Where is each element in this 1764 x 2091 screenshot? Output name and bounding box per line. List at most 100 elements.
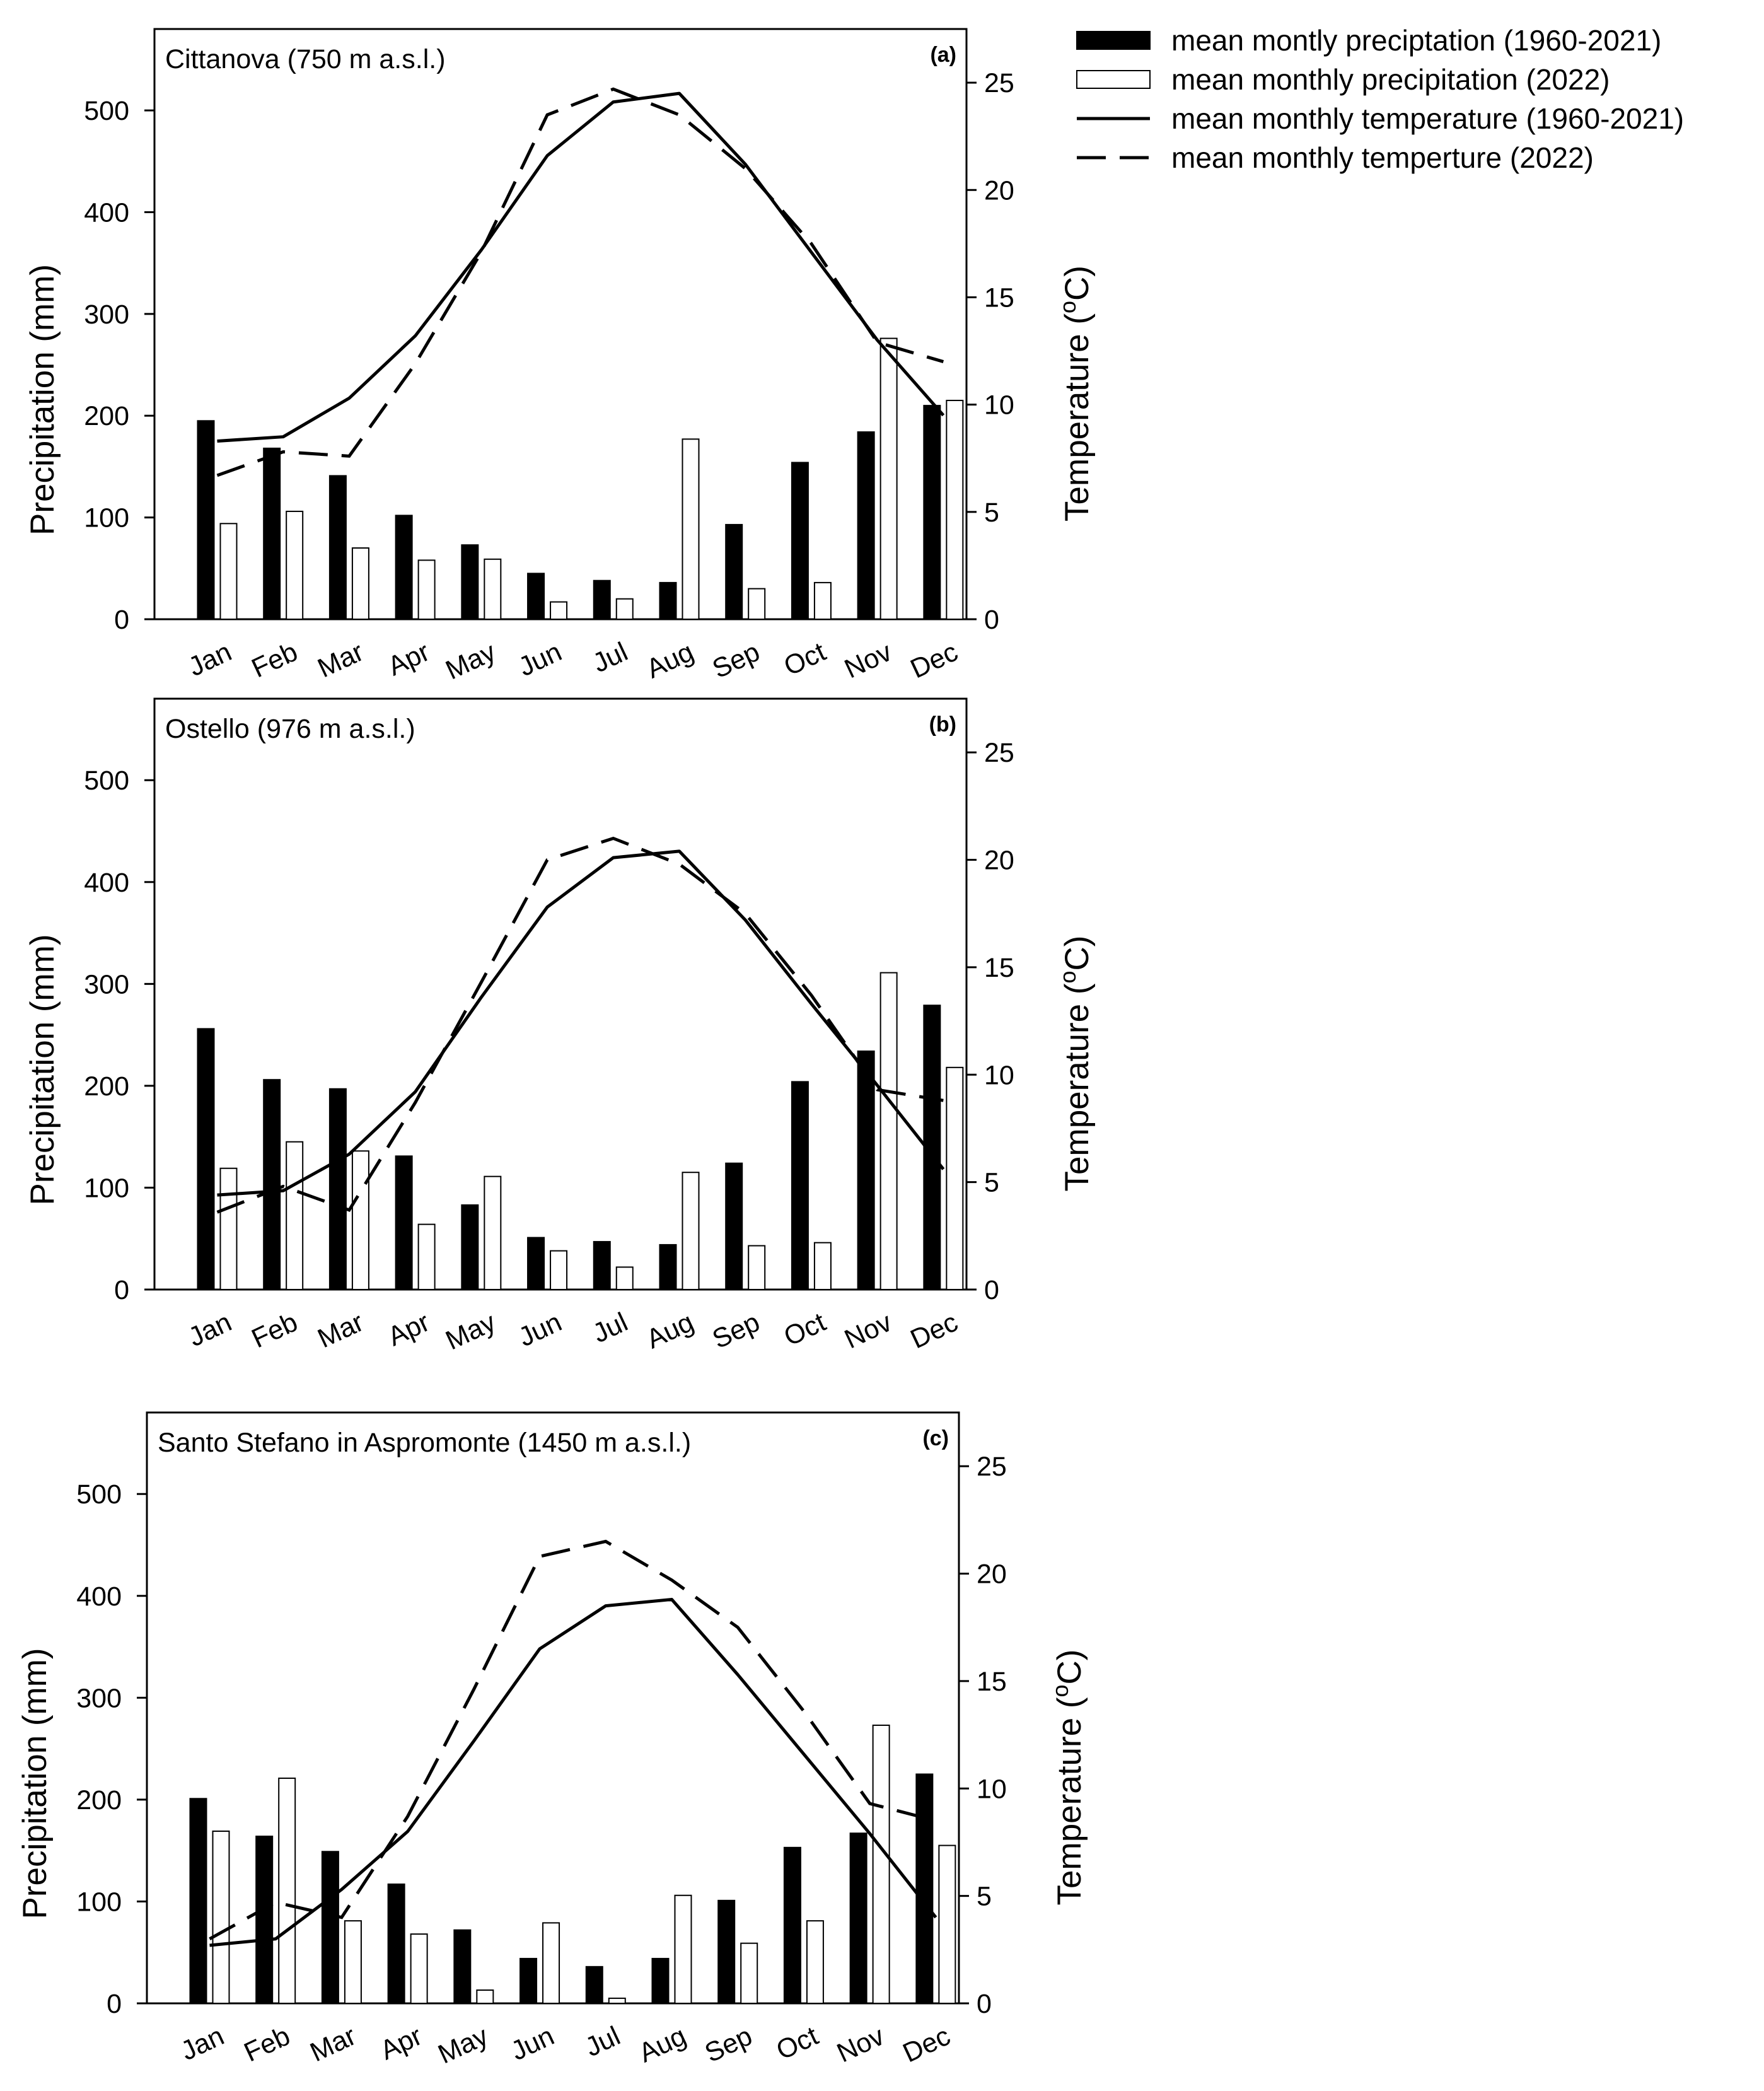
bar-precip-1960-2021-may	[461, 1204, 479, 1291]
x-tick-label: Dec	[906, 637, 963, 685]
right-axis-label-degree: o	[1055, 301, 1081, 313]
bar-precip-1960-2021-mar	[328, 1088, 347, 1291]
x-tick-label: Aug	[642, 637, 699, 685]
left-axis-label: Precipitation (mm)	[24, 935, 61, 1206]
bar-precip-2022-oct	[813, 581, 832, 620]
bar-precip-1960-2021-sep	[717, 1899, 736, 2004]
bar-precip-1960-2021-apr	[395, 1155, 413, 1290]
bar-precip-2022-jul	[608, 1997, 626, 2004]
bar-precip-1960-2021-feb	[263, 1079, 281, 1291]
line-temperature-1960-2021	[209, 1597, 937, 1947]
left-tick-label: 100	[76, 1887, 122, 1917]
right-axis-label-main: Temperature (	[1059, 313, 1096, 521]
bar-precip-2022-may	[484, 558, 502, 620]
bar-precip-2022-may	[476, 1989, 494, 2005]
bar-precip-2022-sep	[748, 588, 766, 620]
left-tick-label: 300	[84, 969, 129, 999]
bar-precip-1960-2021-jan	[189, 1798, 207, 2004]
bar-precip-1960-2021-aug	[651, 1957, 670, 2004]
right-tick-label: 25	[984, 68, 1014, 98]
bar-precip-1960-2021-mar	[321, 1851, 339, 2004]
bar-precip-2022-jan	[212, 1830, 230, 2004]
right-tick-label: 0	[984, 605, 999, 635]
x-tick-label: Oct	[779, 637, 830, 682]
left-tick-label: 0	[107, 1989, 122, 2019]
bar-precip-2022-jul	[615, 598, 634, 620]
bar-precip-2022-apr	[417, 1223, 436, 1291]
bar-precip-2022-mar	[344, 1920, 362, 2004]
x-tick-label: Jan	[184, 637, 236, 683]
right-tick-label: 15	[977, 1667, 1007, 1697]
line-temperature-1960-2021	[217, 91, 945, 443]
right-tick-label: 20	[984, 846, 1014, 876]
bar-precip-1960-2021-may	[461, 544, 479, 620]
bar-precip-1960-2021-mar	[328, 475, 347, 620]
legend: mean montly preciptation (1960-2021) mean…	[1076, 24, 1684, 174]
right-tick-label: 20	[977, 1559, 1007, 1590]
x-tick-label: Oct	[779, 1307, 830, 1353]
bar-precip-1960-2021-oct	[783, 1846, 801, 2005]
left-axis-label: Precipitation (mm)	[24, 264, 61, 535]
bar-precip-1960-2021-aug	[659, 1244, 677, 1290]
line-temperature-2022	[216, 87, 944, 477]
right-tick-label: 10	[984, 1060, 1014, 1090]
x-tick-label: Sep	[700, 2021, 757, 2069]
legend-item-3: mean monthly temperature (1960-2021)	[1077, 102, 1684, 135]
right-tick-label: 25	[984, 738, 1014, 768]
bar-precip-1960-2021-oct	[791, 1081, 809, 1290]
bar-precip-2022-oct	[806, 1920, 824, 2004]
bar-precip-1960-2021-apr	[387, 1883, 405, 2004]
legend-label: mean montly preciptation (1960-2021)	[1171, 24, 1661, 57]
left-tick-label: 400	[76, 1581, 122, 1612]
bar-precip-1960-2021-jun	[527, 573, 545, 620]
panel-1: 0 100 200 300 400 500 0 5 10 15 20 25 Jan Feb Mar Apr Ma…	[24, 28, 1096, 685]
left-tick-label: 100	[84, 1173, 129, 1203]
bar-precip-2022-jul	[615, 1266, 634, 1290]
left-tick-label: 300	[84, 300, 129, 330]
left-tick-label: 0	[114, 1275, 129, 1305]
bar-precip-2022-nov	[879, 337, 898, 620]
panel-title: Ostello (976 m a.s.l.)	[165, 714, 415, 744]
bar-precip-1960-2021-oct	[791, 462, 809, 620]
bar-precip-1960-2021-jul	[593, 580, 611, 620]
x-tick-label: Feb	[247, 1307, 302, 1354]
bar-precip-1960-2021-dec	[923, 1005, 941, 1290]
x-tick-label: Jun	[506, 2021, 559, 2067]
x-tick-label: Mar	[313, 1307, 368, 1354]
bar-precip-2022-sep	[740, 1942, 758, 2005]
legend-item-1: mean montly preciptation (1960-2021)	[1076, 24, 1661, 57]
x-tick-label: Feb	[247, 637, 302, 684]
bar-precip-2022-jan	[219, 523, 238, 620]
bar-precip-2022-jun	[542, 1922, 560, 2004]
x-tick-label: Oct	[772, 2021, 823, 2066]
bar-precip-1960-2021-nov	[849, 1832, 867, 2005]
line-temperature-2022	[216, 836, 944, 1214]
bar-precip-1960-2021-feb	[255, 1836, 274, 2004]
panel-tag: (b)	[929, 713, 956, 737]
bar-precip-1960-2021-jun	[519, 1957, 538, 2004]
bar-precip-1960-2021-jul	[585, 1966, 603, 2004]
panel-3: 0 100 200 300 400 500 0 5 10 15 20 25 Jan Feb Mar Apr Ma…	[16, 1411, 1088, 2070]
panel-tag: (c)	[922, 1426, 949, 1450]
bar-precip-2022-feb	[286, 1141, 304, 1290]
right-axis-label-main: Temperature (	[1059, 983, 1096, 1191]
panel-title: Cittanova (750 m a.s.l.)	[165, 44, 446, 74]
bar-precip-1960-2021-feb	[263, 447, 281, 620]
left-tick-label: 200	[84, 1071, 129, 1102]
x-tick-label: Dec	[906, 1307, 963, 1355]
right-tick-label: 0	[977, 1989, 992, 2019]
bar-precip-2022-feb	[286, 510, 304, 620]
right-axis-label-degree: o	[1055, 971, 1081, 984]
legend-swatch-open-bar	[1076, 70, 1151, 89]
x-tick-label: Jul	[588, 1307, 632, 1349]
x-tick-label: Jan	[184, 1307, 236, 1353]
x-tick-label: Sep	[708, 637, 765, 685]
x-tick-label: Nov	[840, 1307, 897, 1354]
legend-label: mean monthly precipitation (2022)	[1171, 63, 1610, 96]
bar-precip-1960-2021-sep	[725, 1162, 743, 1291]
left-tick-label: 500	[76, 1479, 122, 1510]
x-tick-label: Dec	[898, 2021, 955, 2069]
bar-precip-1960-2021-aug	[659, 581, 677, 620]
x-tick-label: Jul	[588, 637, 632, 679]
